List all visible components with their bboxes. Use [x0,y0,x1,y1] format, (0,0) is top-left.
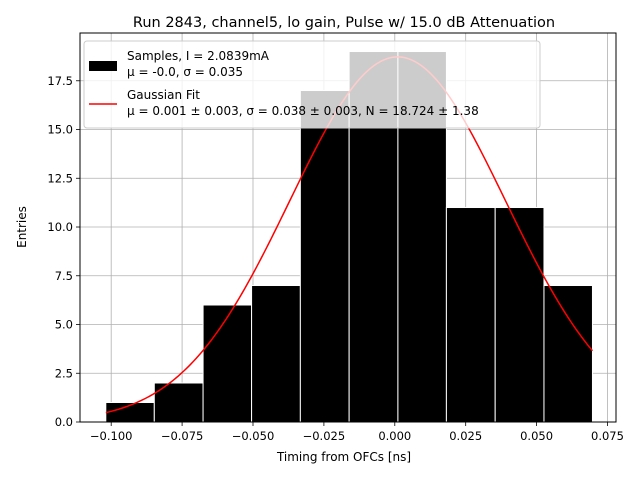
plot-frame [79,32,617,423]
x-tick-label: −0.025 [303,429,346,443]
y-axis-ticks: 0.0 2.5 5.0 7.5 10.0 12.5 15.0 17.5 [47,74,80,429]
histogram-bar [445,207,496,423]
x-axis-ticks: −0.100 −0.075 −0.050 −0.025 0.000 0.025 0.050 0… [90,422,624,443]
legend-box [83,40,541,129]
x-tick-label: 0.075 [591,429,624,443]
y-axis-label: Entries [15,206,29,248]
legend-samples-line2: μ = -0.0, σ = 0.035 [127,65,243,79]
histogram-bar [494,207,545,423]
histogram-bar [543,285,593,423]
y-tick-label: 10.0 [47,220,73,234]
histogram-bar [299,90,350,423]
histogram-bar [153,382,204,423]
legend-fit-line1: Gaussian Fit [127,88,200,102]
y-tick-label: 2.5 [55,366,73,380]
x-tick-label: −0.075 [161,429,204,443]
legend-swatch-samples [89,61,117,71]
y-tick-label: 5.0 [55,318,73,332]
y-tick-label: 12.5 [47,171,73,185]
legend: Samples, I = 2.0839mA μ = -0.0, σ = 0.03… [83,40,541,129]
x-tick-label: 0.000 [378,429,411,443]
y-tick-label: 17.5 [47,74,73,88]
x-tick-label: 0.050 [520,429,553,443]
y-tick-label: 0.0 [55,415,73,429]
legend-samples-line1: Samples, I = 2.0839mA [127,49,270,63]
legend-fit-line2: μ = 0.001 ± 0.003, σ = 0.038 ± 0.003, N … [127,104,479,118]
histogram-bar [202,304,253,423]
x-tick-label: −0.050 [232,429,275,443]
x-tick-label: 0.025 [449,429,482,443]
chart-title: Run 2843, channel5, lo gain, Pulse w/ 15… [133,15,555,31]
x-axis-label: Timing from OFCs [ns] [276,450,411,464]
x-tick-label: −0.100 [90,429,133,443]
histogram-bar [251,285,301,423]
y-tick-label: 7.5 [55,269,73,283]
y-tick-label: 15.0 [47,123,73,137]
